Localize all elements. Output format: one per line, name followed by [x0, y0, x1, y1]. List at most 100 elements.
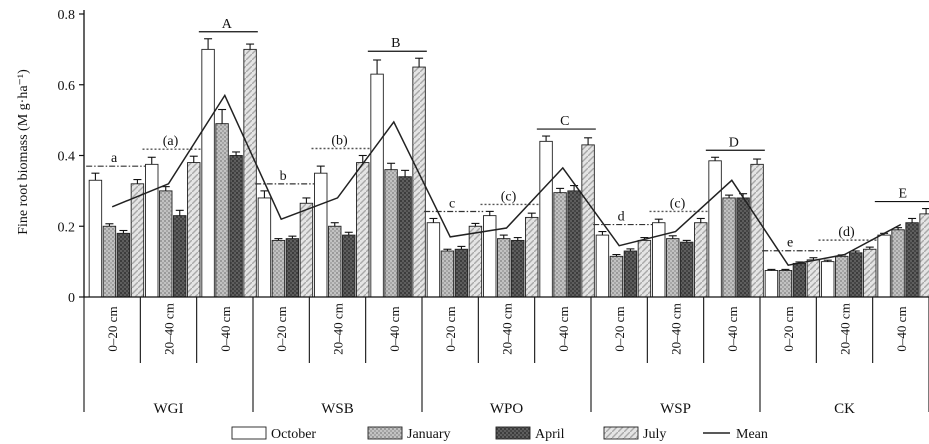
site-label: WSB [321, 401, 354, 417]
significance-letter: B [391, 36, 400, 51]
bar-july [130, 183, 145, 298]
bar-january [102, 225, 117, 298]
bar-april [623, 250, 638, 298]
depth-label: 20–40 cm [331, 303, 346, 355]
bar-april [792, 262, 807, 298]
y-tick-label: 0.6 [58, 79, 76, 94]
depth-label: 0–20 cm [443, 306, 458, 351]
legend: October January April July Mean [231, 426, 768, 442]
bar-october [539, 140, 553, 298]
depth-label: 20–40 cm [500, 303, 515, 355]
depth-label: 20–40 cm [669, 303, 684, 355]
legend-swatch-october [231, 426, 267, 440]
significance-letter: (c) [670, 196, 686, 211]
depth-label: 0–40 cm [218, 306, 233, 351]
bar-july [243, 48, 257, 298]
bar-april [116, 232, 131, 298]
bar-january [440, 250, 455, 298]
bar-january [497, 238, 511, 298]
bar-october [257, 197, 272, 298]
bar-october [764, 270, 779, 298]
depth-label: 0–40 cm [725, 306, 740, 351]
bar-october [877, 234, 891, 298]
bar-july [863, 248, 877, 298]
significance-letter: a [111, 151, 118, 166]
bar-october [708, 160, 722, 298]
y-axis-label: Fine root biomass (M g·ha⁻¹) [16, 69, 31, 235]
site-label: CK [834, 401, 855, 417]
significance-letter: (a) [163, 134, 179, 149]
bar-july [750, 163, 764, 298]
bar-july [806, 259, 821, 298]
bar-july [187, 162, 201, 298]
bar-october [314, 172, 328, 298]
bar-january [271, 239, 286, 298]
depth-label: 20–40 cm [838, 303, 853, 355]
bar-october [652, 222, 666, 298]
bar-january [159, 190, 173, 298]
bar-january [328, 225, 342, 298]
site-label: WSP [660, 401, 691, 417]
y-axis: 0 0.2 0.4 0.6 0.8 [58, 8, 85, 306]
bar-october [595, 234, 610, 298]
bar-july [356, 162, 370, 298]
depth-label: 0–20 cm [781, 306, 796, 351]
bar-january [609, 255, 624, 298]
bar-january [835, 255, 849, 298]
x-axis: 0–20 cm 20–40 cm 0–40 cm 0–20 cm 20–40 cm 0–4… [83, 296, 929, 417]
significance-letter: e [787, 236, 793, 251]
legend-label: October [271, 427, 316, 442]
legend-label: April [535, 427, 565, 442]
bar-october [145, 163, 159, 298]
bar-april [173, 215, 187, 298]
bar-october [426, 222, 441, 298]
bar-october [88, 179, 103, 298]
bar-july [299, 202, 314, 298]
bar-january [215, 123, 229, 298]
y-tick-label: 0.8 [58, 8, 76, 23]
significance-letter: b [280, 169, 287, 184]
depth-label: 0–40 cm [387, 306, 402, 351]
mean-line-layer [111, 93, 902, 267]
depth-label: 0–20 cm [105, 306, 120, 351]
bar-july [694, 222, 708, 298]
significance-letter: (c) [501, 189, 517, 204]
depth-label: 0–20 cm [612, 306, 627, 351]
y-tick-label: 0 [68, 291, 75, 306]
depth-label: 0–40 cm [556, 306, 571, 351]
bar-january [891, 229, 905, 298]
bar-july [919, 213, 929, 298]
bar-july [525, 216, 539, 298]
bar-april [398, 176, 412, 298]
bar-october [370, 73, 384, 298]
legend-label: July [643, 427, 666, 442]
bar-january [722, 197, 736, 298]
bar-april [680, 241, 694, 298]
legend-swatch-january [367, 426, 403, 440]
bar-july [468, 225, 483, 298]
depth-label: 0–20 cm [274, 306, 289, 351]
bar-july [581, 144, 595, 298]
site-label: WPO [490, 401, 524, 417]
legend-label: Mean [736, 427, 768, 442]
bar-october [821, 261, 835, 298]
bar-april [567, 190, 581, 298]
legend-swatch-july [603, 426, 639, 440]
y-tick-label: 0.4 [58, 150, 76, 165]
significance-letter: (d) [838, 225, 855, 240]
depth-label: 20–40 cm [162, 303, 177, 355]
bar-april [454, 248, 469, 298]
depth-label: 0–40 cm [894, 306, 909, 351]
legend-label: January [407, 427, 451, 442]
significance-letter: A [222, 17, 233, 32]
bar-january [553, 192, 567, 298]
significance-letter: c [449, 196, 455, 211]
site-label: WGI [154, 401, 184, 417]
bars-layer [88, 38, 929, 298]
bar-october [483, 215, 497, 298]
bar-april [905, 222, 919, 298]
bar-april [342, 234, 356, 298]
significance-letter: D [729, 135, 739, 150]
bar-october [201, 48, 215, 298]
